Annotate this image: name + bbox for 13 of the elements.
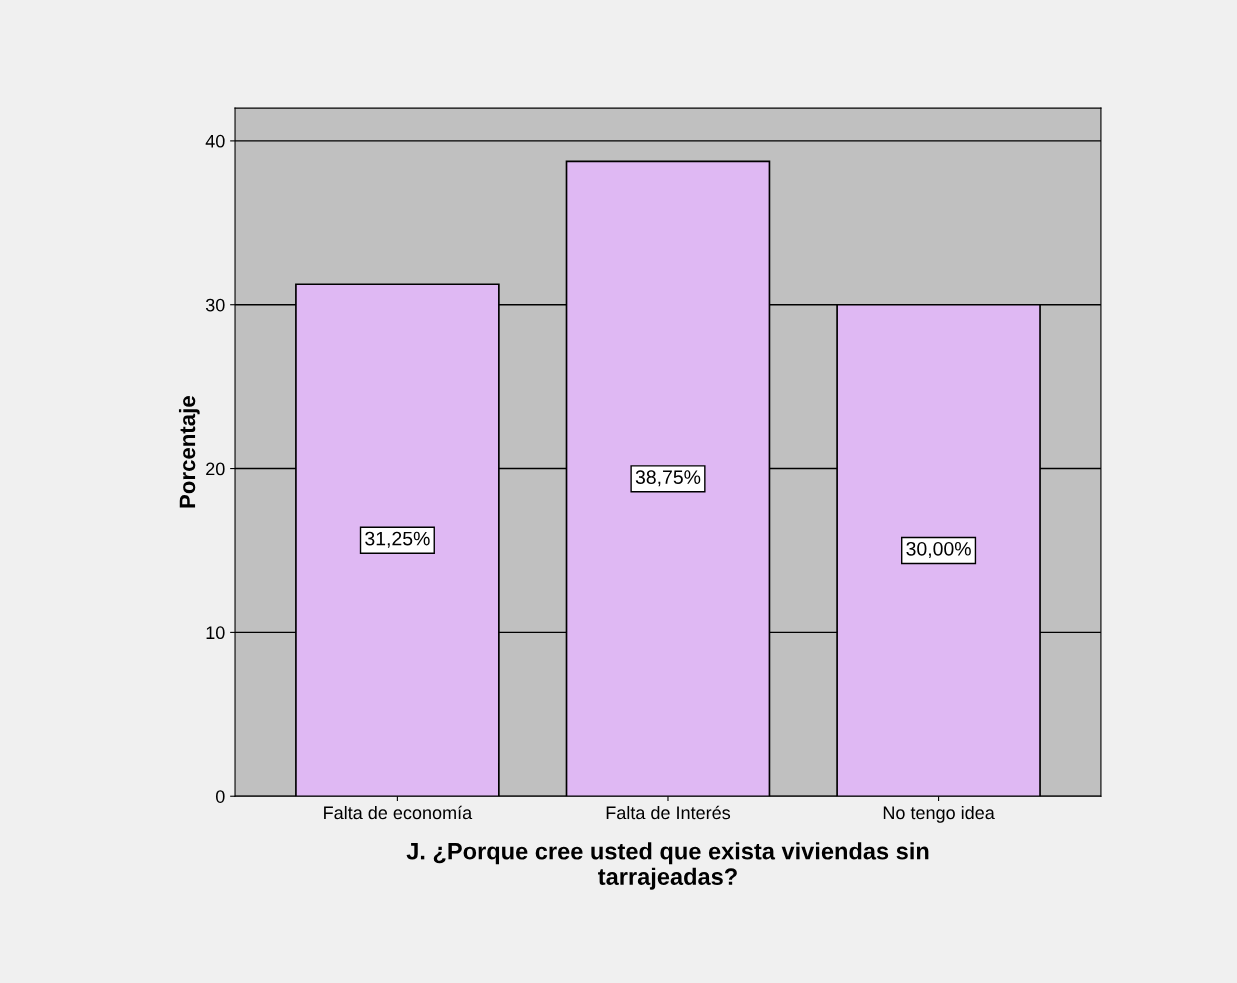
x-axis-title: J. ¿Porque cree usted que exista viviendas sin tarrajeadas? xyxy=(406,842,929,890)
data-label: 38,75% xyxy=(635,470,701,487)
x-tick-label: No tengo idea xyxy=(883,805,995,823)
data-label: 31,25% xyxy=(365,531,430,548)
data-label: 30,00% xyxy=(906,541,971,558)
x-tick-label: Falta de economía xyxy=(324,805,473,820)
y-tick-label: 0 xyxy=(215,790,225,803)
y-axis-title: Porcentaje xyxy=(178,396,200,508)
y-tick-label: 20 xyxy=(206,462,225,476)
x-tick-label: Falta de Interés xyxy=(606,805,731,820)
y-tick-label: 10 xyxy=(206,626,225,640)
y-tick-label: 40 xyxy=(205,134,225,148)
y-tick-label: 30 xyxy=(205,298,225,312)
